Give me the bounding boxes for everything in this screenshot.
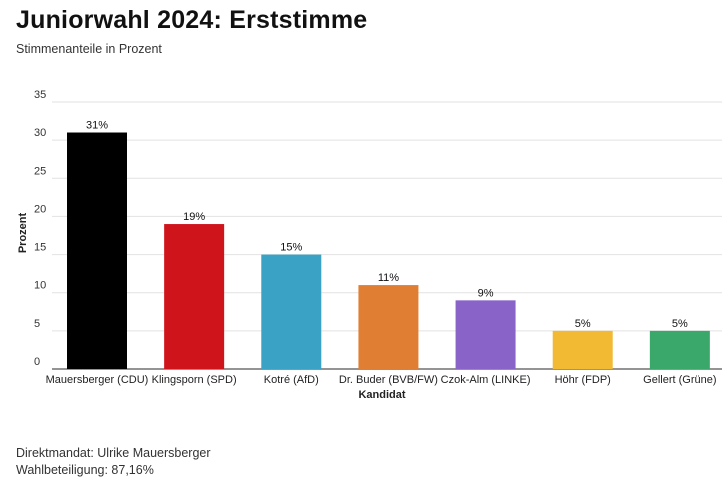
y-tick-label: 5 [34, 318, 40, 330]
data-label: 9% [478, 287, 494, 299]
y-tick-label: 20 [34, 203, 46, 215]
y-tick-labels: 0 5 10 15 20 25 30 35 [34, 89, 46, 368]
x-tick-labels: Mauersberger (CDU) Klingsporn (SPD) Kotré … [46, 374, 717, 386]
x-tick-label: Klingsporn (SPD) [152, 374, 237, 386]
x-tick-label: Gellert (Grüne) [643, 374, 716, 386]
chart-subtitle: Stimmenanteile in Prozent [16, 42, 162, 56]
bar [67, 132, 127, 369]
footer-direktmandat: Direktmandat: Ulrike Mauersberger [16, 446, 211, 460]
bar [358, 285, 419, 369]
bar [649, 330, 710, 369]
x-tick-label: Mauersberger (CDU) [46, 374, 149, 386]
data-label: 11% [378, 272, 399, 284]
y-tick-label: 35 [34, 89, 46, 101]
bar [552, 330, 613, 369]
bar-chart: 0 5 10 15 20 25 30 35 31% 19% 15% 11% 9% 5% 5% Mauers… [17, 89, 722, 401]
data-labels: 31% 19% 15% 11% 9% 5% 5% [86, 120, 688, 330]
data-label: 19% [183, 211, 205, 223]
x-axis-title: Kandidat [358, 389, 405, 401]
bars [67, 132, 710, 369]
x-tick-label: Kotré (AfD) [264, 374, 319, 386]
bar [164, 224, 225, 369]
y-tick-label: 25 [34, 165, 46, 177]
y-tick-label: 0 [34, 356, 40, 368]
data-label: 5% [672, 318, 688, 330]
x-tick-label: Czok-Alm (LINKE) [441, 374, 531, 386]
bar [261, 254, 322, 369]
footer-notes: Direktmandat: Ulrike Mauersberger Wahlbe… [16, 445, 211, 479]
y-tick-label: 15 [34, 242, 46, 254]
chart-title: Juniorwahl 2024: Erststimme [16, 6, 368, 34]
x-tick-label: Dr. Buder (BVB/FW) [339, 374, 438, 386]
footer-wahlbeteiligung: Wahlbeteiligung: 87,16% [16, 463, 154, 477]
data-label: 15% [280, 242, 302, 254]
y-axis-title: Prozent [17, 212, 29, 253]
bar [455, 300, 516, 369]
data-label: 31% [86, 120, 108, 132]
x-tick-label: Höhr (FDP) [555, 374, 611, 386]
y-tick-label: 30 [34, 127, 46, 139]
y-tick-label: 10 [34, 280, 46, 292]
data-label: 5% [575, 318, 591, 330]
